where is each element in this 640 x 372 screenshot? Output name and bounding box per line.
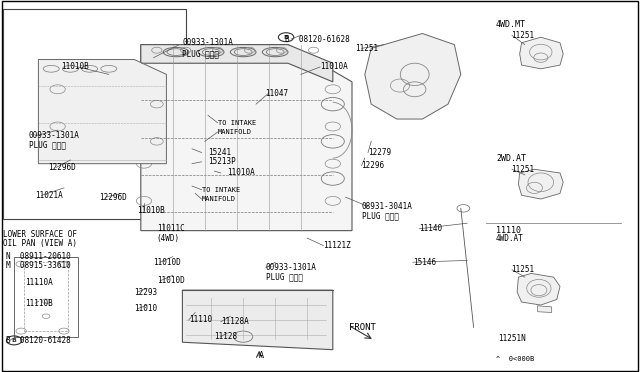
Text: MANIFOLD: MANIFOLD	[202, 196, 236, 202]
Text: 12296D: 12296D	[48, 163, 76, 172]
Text: 11010A: 11010A	[227, 169, 255, 177]
Text: OIL PAN (VIEW A): OIL PAN (VIEW A)	[3, 239, 77, 248]
Text: FRONT: FRONT	[349, 323, 376, 332]
Bar	[3, 9, 186, 219]
Text: 15241: 15241	[208, 148, 231, 157]
Text: 12279: 12279	[368, 148, 391, 157]
Text: 00933-1301A: 00933-1301A	[182, 38, 233, 47]
Text: 12293: 12293	[134, 288, 157, 296]
Text: 11011C: 11011C	[157, 224, 184, 233]
Text: PLUG プラグ: PLUG プラグ	[182, 49, 220, 58]
Text: 11251: 11251	[511, 165, 534, 174]
Text: 11110: 11110	[189, 315, 212, 324]
Text: 11251N: 11251N	[498, 334, 525, 343]
Text: PLUG プラグ: PLUG プラグ	[266, 273, 303, 282]
Text: 11140: 11140	[419, 224, 442, 233]
Bar	[14, 257, 78, 337]
Text: 12296D: 12296D	[99, 193, 127, 202]
Text: 11128: 11128	[214, 332, 237, 341]
Text: 11010A: 11010A	[320, 62, 348, 71]
Text: 11010: 11010	[134, 304, 157, 313]
Text: 4WD.MT: 4WD.MT	[496, 20, 526, 29]
Text: 15146: 15146	[413, 258, 436, 267]
Text: A: A	[259, 351, 264, 360]
Text: 11121Z: 11121Z	[323, 241, 351, 250]
Text: 00933-1301A: 00933-1301A	[29, 131, 79, 140]
Text: B  08120-61428: B 08120-61428	[6, 336, 71, 345]
Bar	[24, 262, 68, 331]
Text: (4WD): (4WD)	[157, 234, 180, 243]
Text: 2WD.AT: 2WD.AT	[496, 154, 526, 163]
Text: 11251: 11251	[355, 44, 378, 53]
Text: 00933-1301A: 00933-1301A	[266, 263, 316, 272]
Text: N  08911-20610: N 08911-20610	[6, 252, 71, 261]
Text: 08931-3041A: 08931-3041A	[362, 202, 412, 211]
Text: 12296: 12296	[362, 161, 385, 170]
Text: B: B	[284, 35, 289, 40]
Polygon shape	[518, 169, 563, 199]
Text: 11110: 11110	[496, 226, 521, 235]
Text: 11251: 11251	[511, 265, 534, 274]
Text: 11251: 11251	[511, 31, 534, 40]
Polygon shape	[141, 45, 333, 82]
Text: 11110A: 11110A	[26, 278, 53, 287]
Text: 4WD.AT: 4WD.AT	[496, 234, 524, 243]
Text: 11010D: 11010D	[157, 276, 184, 285]
Polygon shape	[365, 33, 461, 119]
Text: LOWER SURFACE OF: LOWER SURFACE OF	[3, 230, 77, 239]
Text: TO INTAKE: TO INTAKE	[218, 120, 256, 126]
Text: PLUG プラグ: PLUG プラグ	[29, 141, 66, 150]
Polygon shape	[520, 37, 563, 69]
Polygon shape	[538, 306, 552, 312]
Text: 11047: 11047	[266, 89, 289, 97]
Text: M  08915-33610: M 08915-33610	[6, 262, 71, 270]
Polygon shape	[38, 60, 166, 164]
Text: 11010B: 11010B	[138, 206, 165, 215]
Polygon shape	[517, 273, 560, 305]
Text: B: B	[12, 338, 17, 343]
Text: B  08120-61628: B 08120-61628	[285, 35, 349, 44]
Text: 11010B: 11010B	[61, 62, 88, 71]
Text: 15213P: 15213P	[208, 157, 236, 166]
Text: 11010D: 11010D	[154, 258, 181, 267]
Polygon shape	[182, 290, 333, 350]
Text: 11021A: 11021A	[35, 191, 63, 200]
Polygon shape	[141, 45, 352, 231]
Text: TO INTAKE: TO INTAKE	[202, 187, 240, 193]
Text: PLUG プラグ: PLUG プラグ	[362, 211, 399, 220]
Text: 11128A: 11128A	[221, 317, 248, 326]
Text: ^  0<000B: ^ 0<000B	[496, 356, 534, 362]
Text: MANIFOLD: MANIFOLD	[218, 129, 252, 135]
Text: 11110B: 11110B	[26, 299, 53, 308]
